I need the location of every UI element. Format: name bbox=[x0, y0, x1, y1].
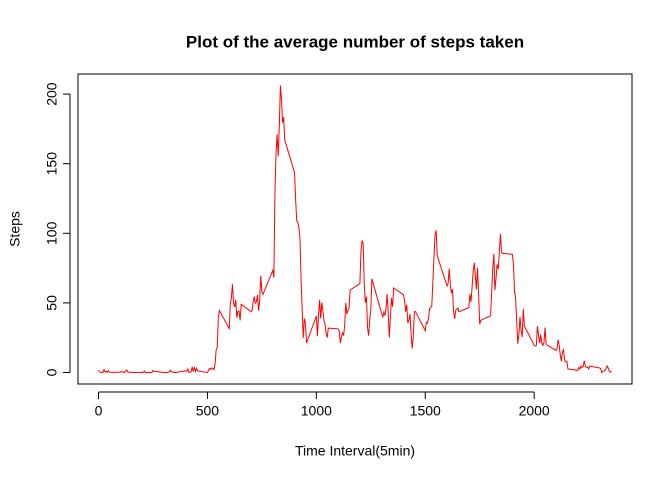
x-tick-label: 0 bbox=[95, 403, 103, 419]
x-axis-label: Time Interval(5min) bbox=[295, 443, 415, 459]
y-tick-label: 100 bbox=[44, 221, 60, 245]
y-tick-label: 50 bbox=[44, 295, 60, 311]
chart-title: Plot of the average number of steps take… bbox=[186, 32, 524, 51]
y-tick-label: 200 bbox=[44, 82, 60, 106]
x-tick-label: 1500 bbox=[410, 403, 441, 419]
line-series bbox=[98, 85, 612, 374]
y-tick-label: 150 bbox=[44, 152, 60, 176]
y-axis-label: Steps bbox=[7, 211, 23, 247]
x-tick-label: 1000 bbox=[301, 403, 332, 419]
plot-box bbox=[77, 73, 633, 385]
x-tick-label: 2000 bbox=[519, 403, 550, 419]
x-tick-label: 500 bbox=[196, 403, 220, 419]
y-tick-label: 0 bbox=[44, 368, 60, 376]
